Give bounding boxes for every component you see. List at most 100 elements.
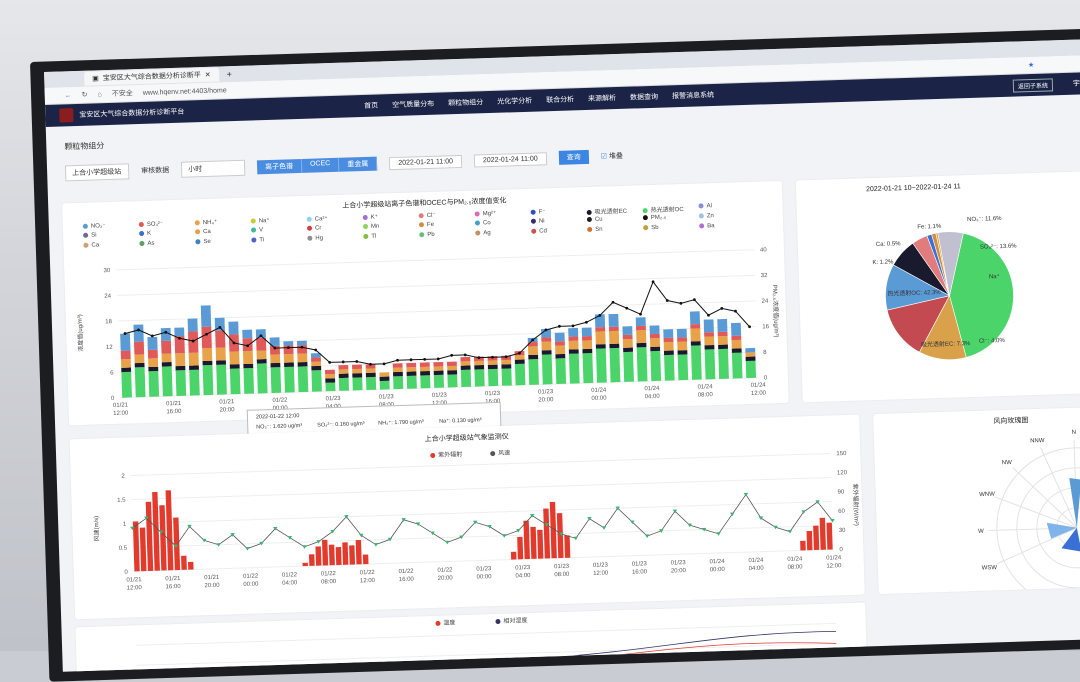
bar-segment (379, 372, 390, 377)
bar-segment (554, 332, 565, 342)
wind-direction-marker (316, 539, 321, 544)
bar-segment (690, 345, 702, 380)
bar-segment (623, 351, 634, 382)
monitor-screen: ▣ 宝安区大气综合数据分析诊断平 ✕ + ← ↻ ⌂ 不安全 www.hqenv… (44, 39, 1080, 672)
pm25-point (585, 320, 588, 324)
bar-segment (120, 359, 132, 368)
bar-segment (242, 350, 254, 365)
bar-segment (718, 344, 728, 350)
end-time-input[interactable]: 2022-01-24 11:00 (473, 151, 547, 168)
user-name[interactable]: 宇华 (1072, 80, 1080, 88)
bar-segment (256, 359, 267, 364)
bar-segment (161, 340, 172, 354)
bar-segment (555, 345, 566, 355)
interval-select[interactable]: 小时 (180, 159, 246, 178)
pm25-point (409, 358, 413, 362)
bar-segment (433, 374, 444, 388)
tab-close-icon[interactable]: ✕ (204, 71, 211, 79)
uv-bar (826, 522, 833, 550)
pm25-point (218, 326, 222, 329)
x-tick-label: 00:00 (243, 581, 259, 587)
wind-direction-marker (573, 536, 578, 541)
bar-segment (609, 330, 620, 344)
back-to-subsystem-button[interactable]: 返回子系统 (1012, 77, 1054, 93)
gridline (130, 452, 831, 476)
pm25-point (341, 360, 345, 364)
bar-segment (704, 332, 715, 337)
x-tick-label: 00:00 (476, 574, 492, 580)
uv-bar (321, 539, 329, 566)
bar-segment (215, 347, 226, 361)
bar-segment (554, 341, 565, 346)
nav-joint-analysis[interactable]: 联合分析 (546, 96, 575, 105)
nav-air-quality[interactable]: 空气质量分布 (392, 100, 435, 110)
bar-segment (568, 349, 579, 354)
bar-segment (676, 328, 687, 338)
bar-segment (595, 348, 607, 383)
bar-segment (120, 350, 131, 360)
back-icon[interactable]: ← (64, 91, 72, 99)
x-tick-label: 16:00 (166, 409, 182, 415)
nav-source-analysis[interactable]: 来源解析 (588, 95, 617, 103)
pm25-point (679, 301, 683, 305)
x-tick-label: 01/23 (485, 391, 501, 397)
bar-segment (501, 368, 512, 386)
segment-metal[interactable]: 重金属 (339, 156, 378, 172)
bar-segment (406, 371, 417, 376)
uv-bar (517, 536, 524, 560)
segment-ocec[interactable]: OCEC (301, 157, 340, 173)
url-field[interactable]: www.hqenv.net:4403/home (142, 86, 227, 97)
segment-ion[interactable]: 离子色谱 (256, 158, 303, 175)
security-warning[interactable]: 不安全 (111, 90, 133, 98)
pie-panel: 2022-01-21 10~2022-01-24 11 Fe: 1.1% Ca: … (795, 171, 1080, 403)
x-tick-label: 01/21 (113, 403, 129, 409)
bar-segment (527, 346, 539, 356)
bar-segment (392, 367, 403, 373)
reload-icon[interactable]: ↻ (81, 91, 88, 99)
pm25-point (246, 344, 250, 348)
gridline (117, 300, 756, 322)
stack-checkbox[interactable]: ☑ 堆叠 (600, 152, 624, 161)
y-tick-label: 30 (104, 268, 112, 274)
bar-segment (568, 353, 580, 384)
bar-segment (677, 350, 688, 355)
x-tick-label: 04:00 (645, 394, 661, 400)
wind-direction-marker (230, 533, 235, 537)
gridline (116, 249, 754, 271)
bar-segment (256, 363, 268, 394)
pm25-point (259, 334, 263, 338)
x-tick-label: 01/21 (166, 401, 182, 407)
rose-petal (1061, 527, 1080, 552)
bar-segment (514, 359, 525, 365)
query-button[interactable]: 查询 (558, 149, 589, 165)
bar-segment (731, 348, 742, 353)
y2-tick-label: 8 (763, 350, 767, 356)
bar-segment (133, 324, 144, 342)
nav-data-query[interactable]: 数据查询 (629, 93, 659, 102)
bar-segment (663, 329, 674, 339)
bar-segment (717, 331, 728, 337)
nav-particle-components[interactable]: 颗粒物组分 (448, 99, 484, 108)
new-tab-icon[interactable]: + (226, 69, 233, 80)
start-time-input[interactable]: 2022-01-21 11:00 (389, 154, 463, 170)
bar-segment (745, 360, 757, 379)
pm25-point (491, 355, 494, 359)
bar-segment (731, 339, 742, 349)
station-select[interactable]: 上合小学超级站 (64, 163, 130, 182)
uv-bar (342, 542, 349, 565)
favorite-star-icon[interactable]: ★ (1027, 61, 1035, 70)
tooltip-entry: Na⁺: 0.130 ug/m³ (439, 417, 482, 425)
pm25-point (314, 348, 318, 352)
nav-photochemistry[interactable]: 光化学分析 (497, 97, 533, 106)
nav-alarm-system[interactable]: 报警消息系统 (671, 91, 715, 101)
pm25-point (191, 339, 195, 343)
bar-segment (474, 369, 485, 387)
bar-segment (365, 376, 377, 391)
bar-segment (541, 354, 553, 385)
nav-home[interactable]: 首页 (364, 102, 379, 110)
gridline (131, 476, 832, 500)
x-tick-label: 20:00 (204, 583, 220, 589)
x-tick-label: 01/23 (554, 564, 570, 570)
home-icon[interactable]: ⌂ (97, 90, 102, 98)
bar-segment (175, 365, 186, 371)
